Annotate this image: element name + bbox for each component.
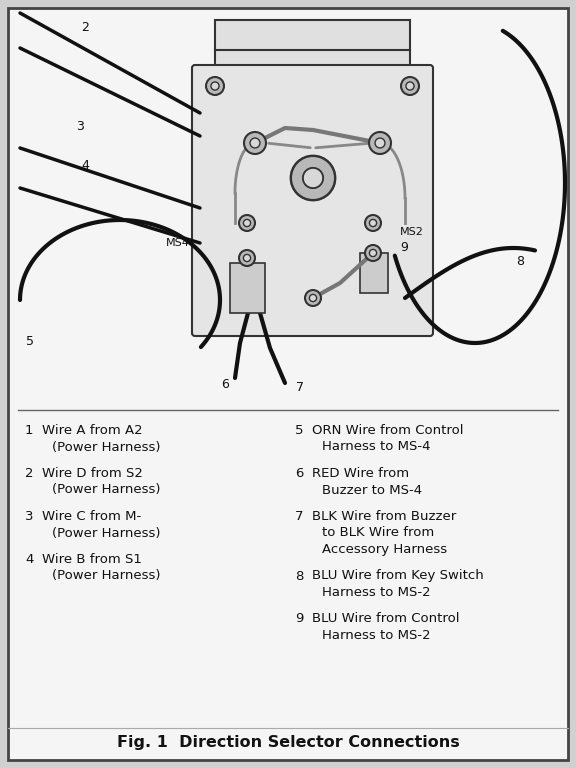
Text: Harness to MS-4: Harness to MS-4 [322,441,430,453]
Text: 2: 2 [81,21,89,34]
Circle shape [250,138,260,148]
Circle shape [291,156,335,200]
Text: BLK Wire from Buzzer: BLK Wire from Buzzer [312,510,456,523]
Text: MS2: MS2 [400,227,424,237]
Text: 9: 9 [295,613,304,625]
Text: 1: 1 [25,424,33,437]
Text: Wire D from S2: Wire D from S2 [42,467,143,480]
Text: 3: 3 [76,120,84,133]
Text: Wire C from M-: Wire C from M- [42,510,141,523]
Circle shape [291,156,335,200]
Circle shape [211,82,219,90]
Text: BLU Wire from Key Switch: BLU Wire from Key Switch [312,570,484,582]
Text: 2: 2 [25,467,33,480]
Circle shape [239,215,255,231]
Text: to BLK Wire from: to BLK Wire from [322,527,434,539]
FancyBboxPatch shape [192,65,433,336]
Circle shape [244,254,251,262]
Text: Harness to MS-2: Harness to MS-2 [322,586,431,599]
Circle shape [239,250,255,266]
Text: BLU Wire from Control: BLU Wire from Control [312,613,460,625]
Text: (Power Harness): (Power Harness) [52,527,161,539]
Text: Wire B from S1: Wire B from S1 [42,553,142,566]
Text: 6: 6 [295,467,304,480]
Text: 8: 8 [295,570,304,582]
Circle shape [365,215,381,231]
Circle shape [369,250,377,257]
Circle shape [244,220,251,227]
Text: Wire A from A2: Wire A from A2 [42,424,143,437]
Text: 4: 4 [25,553,33,566]
Circle shape [375,138,385,148]
Circle shape [303,168,323,188]
Circle shape [303,168,323,188]
Text: Fig. 1  Direction Selector Connections: Fig. 1 Direction Selector Connections [116,735,460,750]
Text: (Power Harness): (Power Harness) [52,570,161,582]
Circle shape [401,77,419,95]
Bar [215,20,410,68]
Text: Harness to MS-2: Harness to MS-2 [322,629,431,642]
Text: Buzzer to MS-4: Buzzer to MS-4 [322,484,422,496]
Text: 5: 5 [295,424,304,437]
Text: 9: 9 [400,240,408,253]
Circle shape [365,245,381,261]
Text: RED Wire from: RED Wire from [312,467,409,480]
Text: 6: 6 [221,378,229,391]
Bar [230,263,265,313]
Circle shape [309,294,317,302]
Circle shape [244,132,266,154]
Text: (Power Harness): (Power Harness) [52,484,161,496]
Text: 7: 7 [295,510,304,523]
Text: 5: 5 [26,335,34,348]
Text: ORN Wire from Control: ORN Wire from Control [312,424,464,437]
Text: (Power Harness): (Power Harness) [52,441,161,453]
Circle shape [369,132,391,154]
Circle shape [206,77,224,95]
Text: 8: 8 [516,256,524,269]
Circle shape [305,290,321,306]
Text: MS4: MS4 [166,238,190,248]
Circle shape [406,82,414,90]
Text: 4: 4 [81,159,89,172]
Bar [360,253,388,293]
Text: 7: 7 [296,381,304,394]
Circle shape [369,220,377,227]
Text: Accessory Harness: Accessory Harness [322,543,447,556]
Text: 3: 3 [25,510,33,523]
